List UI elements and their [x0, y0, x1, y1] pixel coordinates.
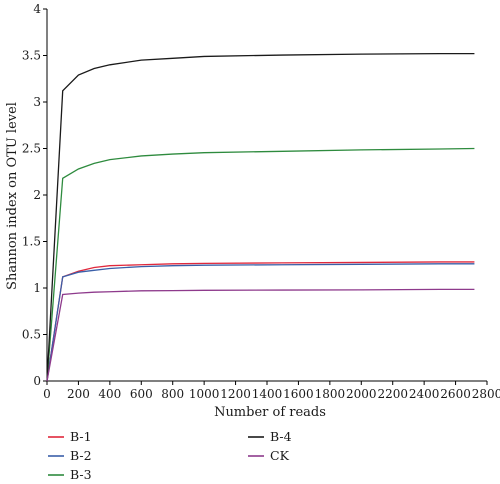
series-line-b-2 [46, 263, 475, 382]
legend-label-ck: CK [270, 448, 290, 463]
y-tick-label: 3 [33, 95, 41, 109]
y-tick-label: 2 [33, 188, 41, 202]
legend-label-b-1: B-1 [70, 429, 92, 444]
series-lines [46, 52, 475, 382]
x-tick-label: 800 [161, 387, 184, 401]
y-tick-label: 1 [33, 281, 41, 295]
y-tick-label: 3.5 [22, 49, 41, 63]
y-tick-label: 1.5 [22, 235, 41, 249]
x-tick-label: 0 [43, 387, 51, 401]
x-tick-label: 2000 [346, 387, 377, 401]
x-tick-label: 1200 [220, 387, 251, 401]
legend-label-b-3: B-3 [70, 467, 92, 482]
y-tick-label: 0 [33, 374, 41, 388]
x-axis-title: Number of reads [214, 405, 326, 420]
x-tick-label: 200 [67, 387, 90, 401]
x-tick-label: 1600 [283, 387, 314, 401]
y-tick-label: 4 [33, 2, 41, 16]
x-tick-label: 1400 [252, 387, 283, 401]
legend-label-b-2: B-2 [70, 448, 92, 463]
x-tick-label: 1000 [189, 387, 220, 401]
series-line-ck [46, 288, 475, 382]
series-line-b-3 [46, 147, 475, 382]
x-tick-label: 1800 [315, 387, 346, 401]
x-tick-label: 600 [130, 387, 153, 401]
legend: B-1 B-2 B-3 B-4 CK [48, 429, 292, 482]
x-tick-label: 2200 [377, 387, 408, 401]
x-tick-label: 400 [98, 387, 121, 401]
x-tick-label: 2800 [472, 387, 500, 401]
axes: 0 0.5 1 1.5 2 2.5 3 3.5 4 0 200 400 600 800 1000 1200 14… [22, 2, 500, 401]
series-line-b-1 [46, 261, 475, 382]
series-line-b-4 [46, 52, 475, 382]
y-axis-title: Shannon index on OTU level [5, 102, 20, 290]
x-tick-label: 2600 [440, 387, 471, 401]
legend-label-b-4: B-4 [270, 429, 292, 444]
y-tick-label: 0.5 [22, 328, 41, 342]
x-tick-label: 2400 [409, 387, 440, 401]
y-tick-label: 2.5 [22, 142, 41, 156]
